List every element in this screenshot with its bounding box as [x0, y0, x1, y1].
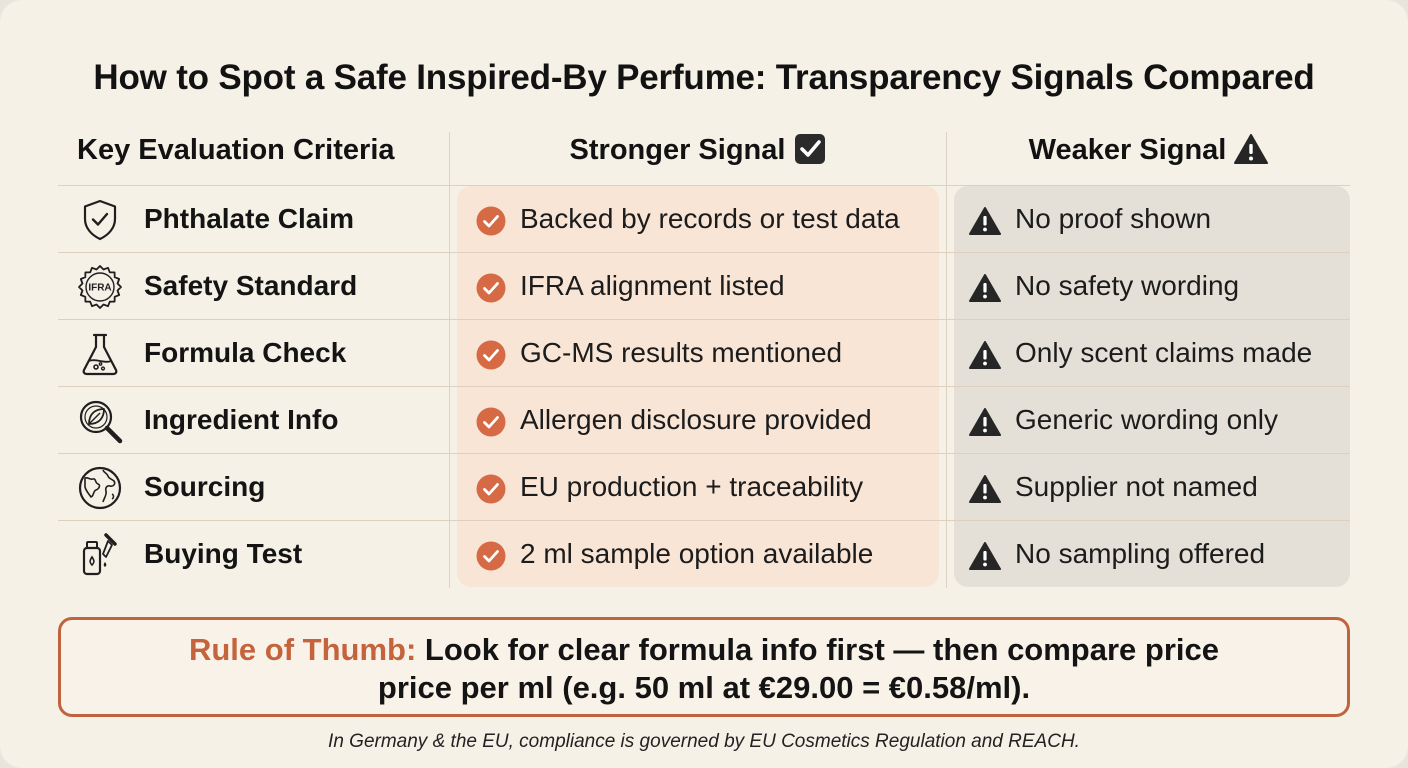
- rule-lead: Rule of Thumb:: [188, 632, 417, 667]
- row-divider: [58, 319, 1350, 320]
- magnifier-leaf-icon: [79, 400, 123, 444]
- row-divider: [58, 252, 1350, 253]
- criterion-label: Buying Test: [144, 538, 303, 569]
- column-divider: [449, 132, 450, 588]
- weaker-signal-text: No sampling offered: [1015, 538, 1266, 569]
- stronger-signal-text: GC-MS results mentioned: [520, 337, 843, 368]
- criterion-label: Safety Standard: [144, 270, 358, 301]
- rule-line-2: price per ml (e.g. 50 ml at €29.00 = €0.…: [377, 670, 1031, 705]
- check-circle-icon: [476, 273, 506, 303]
- page-title: How to Spot a Safe Inspired-By Perfume: …: [93, 58, 1315, 97]
- row-divider: [58, 520, 1350, 521]
- check-circle-icon: [476, 541, 506, 571]
- row-divider: [58, 453, 1350, 454]
- globe-icon: [78, 466, 122, 510]
- table-row: Ingredient Info Allergen disclosure prov…: [0, 387, 1408, 454]
- table-row: Formula Check GC-MS results mentioned On…: [0, 320, 1408, 387]
- table-row: Sourcing EU production + traceability Su…: [0, 454, 1408, 521]
- criterion-label: Formula Check: [144, 337, 347, 368]
- column-divider: [946, 132, 947, 588]
- warning-icon: [969, 207, 1001, 235]
- row-divider: [58, 386, 1350, 387]
- header-stronger-label: Stronger Signal: [569, 134, 786, 166]
- header-weaker-label: Weaker Signal: [1028, 134, 1227, 166]
- warning-icon: [969, 408, 1001, 436]
- warning-icon: [969, 274, 1001, 302]
- header-weaker: Weaker Signal: [947, 134, 1350, 167]
- criterion-label: Phthalate Claim: [144, 203, 355, 234]
- weaker-signal-text: Generic wording only: [1015, 404, 1279, 435]
- table-row: IFRA Safety Standard IFRA alignment list…: [0, 253, 1408, 320]
- weaker-signal-text: Supplier not named: [1015, 471, 1258, 502]
- stronger-signal-text: Allergen disclosure provided: [520, 404, 872, 435]
- row-divider: [58, 185, 1350, 186]
- shield-check-icon: [83, 199, 117, 241]
- weaker-signal-text: No safety wording: [1015, 270, 1240, 301]
- check-circle-icon: [476, 206, 506, 236]
- flask-icon: [82, 333, 118, 376]
- footnote: In Germany & the EU, compliance is gover…: [328, 731, 1080, 752]
- ifra-seal-icon: IFRA: [78, 265, 122, 309]
- stronger-signal-text: Backed by records or test data: [520, 203, 900, 234]
- checkbox-checked-icon: [795, 134, 826, 164]
- rule-line-1: Rule of Thumb: Look for clear formula in…: [61, 631, 1347, 669]
- header-criteria: Key Evaluation Criteria: [77, 134, 395, 166]
- weaker-signal-text: No proof shown: [1015, 203, 1212, 234]
- warning-icon: [969, 475, 1001, 503]
- stronger-signal-text: 2 ml sample option available: [520, 538, 874, 569]
- criterion-label: Ingredient Info: [144, 404, 339, 435]
- stronger-signal-text: IFRA alignment listed: [520, 270, 785, 301]
- warning-icon: [969, 542, 1001, 570]
- rule-text-1: Look for clear formula info first — then…: [424, 632, 1219, 667]
- warning-icon: [1234, 134, 1269, 164]
- ifra-seal-text: IFRA: [88, 283, 111, 294]
- table-row: Phthalate Claim Backed by records or tes…: [0, 186, 1408, 253]
- weaker-signal-text: Only scent claims made: [1015, 337, 1313, 368]
- warning-icon: [969, 341, 1001, 369]
- header-stronger: Stronger Signal: [450, 134, 947, 167]
- dropper-bottle-icon: [82, 533, 117, 576]
- stronger-signal-text: EU production + traceability: [520, 471, 864, 502]
- table-row: Buying Test 2 ml sample option available…: [0, 521, 1408, 588]
- check-circle-icon: [476, 407, 506, 437]
- check-circle-icon: [476, 340, 506, 370]
- criterion-label: Sourcing: [144, 471, 266, 502]
- check-circle-icon: [476, 474, 506, 504]
- rule-of-thumb-box: Rule of Thumb: Look for clear formula in…: [58, 617, 1350, 717]
